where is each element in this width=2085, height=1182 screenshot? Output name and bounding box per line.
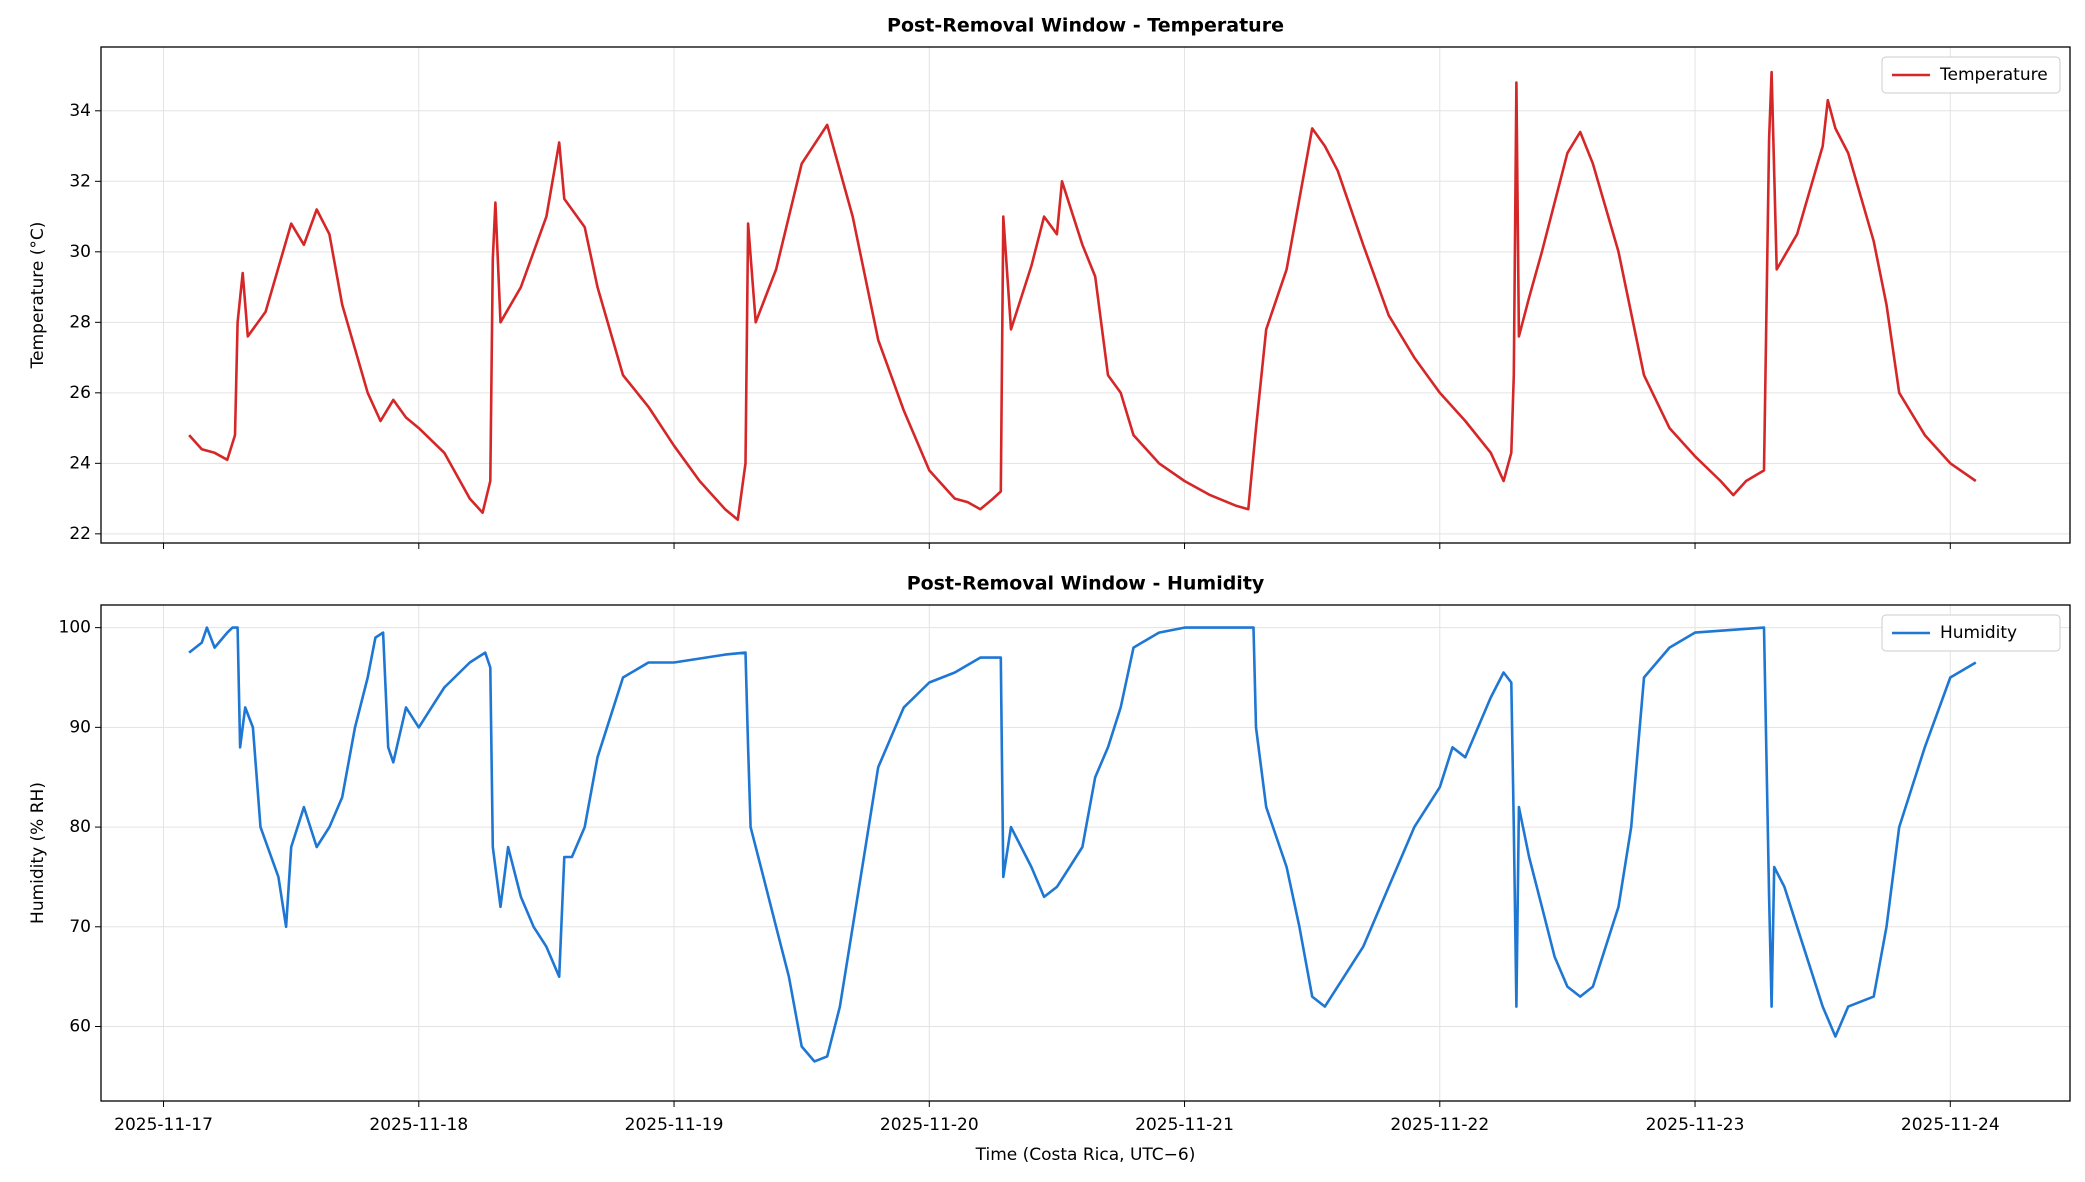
y-tick-label: 24 bbox=[69, 453, 91, 473]
plot-frame bbox=[100, 604, 2071, 1102]
x-tick-label: 2025-11-22 bbox=[1390, 1115, 1489, 1135]
x-tick-label: 2025-11-19 bbox=[625, 1115, 724, 1135]
y-tick-label: 100 bbox=[59, 618, 91, 638]
y-tick-label: 32 bbox=[69, 171, 91, 191]
x-tick-label: 2025-11-24 bbox=[1901, 1115, 2000, 1135]
y-tick-label: 28 bbox=[69, 312, 91, 332]
axes: 22 24 26 28 30 32 34 Post-Removal Window - Temp… bbox=[28, 15, 2071, 549]
y-tick-label: 60 bbox=[69, 1017, 91, 1037]
x-axis-label: Time (Costa Rica, UTC−6) bbox=[975, 1145, 1196, 1165]
y-tick-label: 70 bbox=[69, 917, 91, 937]
axes: 60 70 80 90 100 2025-11-17 2025-11-18 2025-11-1… bbox=[28, 573, 2071, 1165]
y-tick-label: 80 bbox=[69, 817, 91, 837]
axes-title: Post-Removal Window - Temperature bbox=[887, 15, 1284, 37]
legend-label: Humidity bbox=[1940, 623, 2017, 643]
y-tick-label: 22 bbox=[69, 524, 91, 544]
y-tick-label: 26 bbox=[69, 383, 91, 403]
y-axis-label: Humidity (% RH) bbox=[28, 782, 48, 924]
x-tick-label: 2025-11-23 bbox=[1646, 1115, 1745, 1135]
legend-box bbox=[1881, 56, 2061, 94]
axes-title: Post-Removal Window - Humidity bbox=[907, 573, 1265, 595]
data-line bbox=[188, 626, 1977, 1063]
y-tick-label: 90 bbox=[69, 717, 91, 737]
x-tick-label: 2025-11-21 bbox=[1135, 1115, 1234, 1135]
y-tick-label: 30 bbox=[69, 242, 91, 262]
legend-box bbox=[1881, 614, 2061, 652]
legend-label: Temperature bbox=[1939, 65, 2048, 85]
x-tick-label: 2025-11-17 bbox=[114, 1115, 213, 1135]
plot-frame bbox=[100, 46, 2071, 544]
y-tick-label: 34 bbox=[69, 101, 91, 121]
data-line bbox=[188, 70, 1977, 521]
y-axis-label: Temperature (°C) bbox=[28, 222, 48, 370]
x-tick-label: 2025-11-20 bbox=[880, 1115, 979, 1135]
x-tick-label: 2025-11-18 bbox=[369, 1115, 468, 1135]
